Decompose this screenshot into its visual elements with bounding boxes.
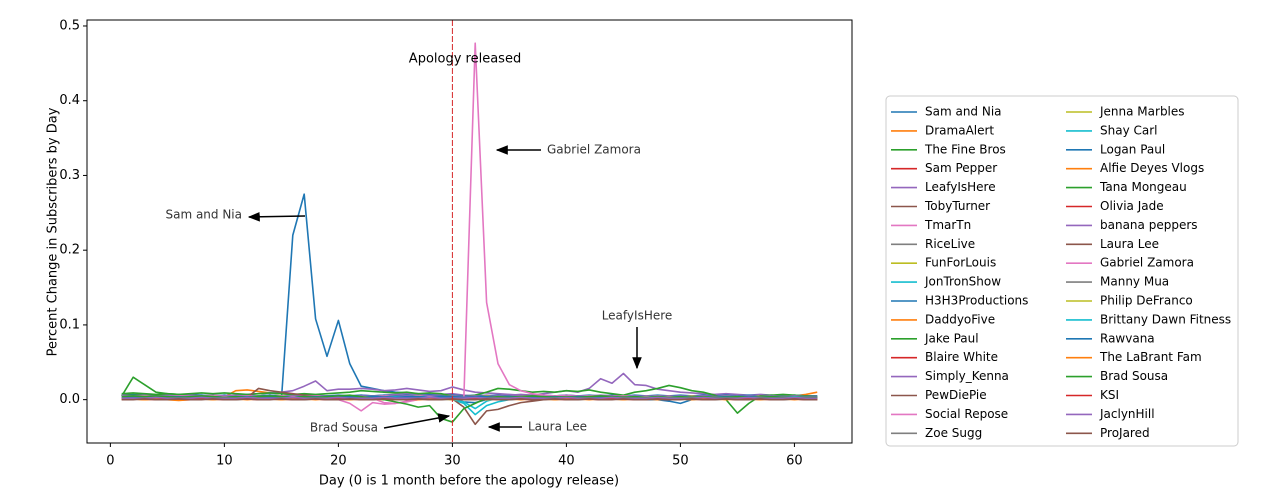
legend-label: Philip DeFranco	[1100, 294, 1193, 308]
y-tick-label: 0.0	[59, 392, 80, 407]
legend-label: DramaAlert	[925, 123, 994, 137]
legend-label: TmarTn	[924, 218, 971, 232]
legend-label: Sam Pepper	[925, 161, 997, 175]
legend-label: Brad Sousa	[1100, 369, 1168, 383]
x-tick-label: 20	[330, 454, 347, 469]
legend-label: Social Repose	[925, 407, 1008, 421]
legend-label: ProJared	[1100, 426, 1150, 440]
y-tick-label: 0.2	[59, 243, 80, 258]
legend-label: DaddyoFive	[925, 312, 995, 326]
legend-label: Olivia Jade	[1100, 199, 1164, 213]
annotation: Brad Sousa	[310, 421, 378, 435]
legend-label: JaclynHill	[1099, 407, 1155, 421]
x-tick-label: 30	[444, 454, 461, 469]
legend-label: Tana Mongeau	[1099, 180, 1187, 194]
x-tick-label: 40	[558, 454, 575, 469]
annotation: Gabriel Zamora	[547, 143, 641, 157]
axes-frame	[86, 19, 853, 444]
legend-box	[885, 95, 1239, 447]
legend-label: KSI	[1100, 388, 1119, 402]
legend-label: TobyTurner	[924, 199, 990, 213]
legend-label: PewDiePie	[925, 388, 987, 402]
series-line	[121, 396, 818, 399]
legend-label: Sam and Nia	[925, 105, 1002, 119]
legend-label: banana peppers	[1100, 218, 1198, 232]
y-axis-label: Percent Change in Subscribers by Day	[46, 107, 61, 356]
legend-label: Laura Lee	[1100, 237, 1159, 251]
x-axis-label: Day (0 is 1 month before the apology rel…	[319, 474, 619, 489]
legend-label: Logan Paul	[1100, 142, 1165, 156]
legend-label: The LaBrant Fam	[1099, 350, 1202, 364]
legend-label: LeafyIsHere	[925, 180, 996, 194]
x-tick-label: 50	[672, 454, 689, 469]
legend-label: The Fine Bros	[924, 142, 1006, 156]
legend-label: Simply_Kenna	[925, 369, 1009, 383]
plot-area	[121, 20, 818, 443]
legend-label: Zoe Sugg	[925, 426, 982, 440]
legend-label: FunForLouis	[925, 256, 996, 270]
annotation: Sam and Nia	[165, 208, 242, 222]
y-tick-label: 0.5	[59, 18, 80, 33]
x-tick-label: 10	[216, 454, 233, 469]
legend-label: JonTronShow	[924, 275, 1001, 289]
legend-label: Rawvana	[1100, 331, 1155, 345]
series-line	[121, 398, 818, 401]
annotation: Laura Lee	[528, 420, 587, 434]
legend-label: Brittany Dawn Fitness	[1100, 312, 1231, 326]
annotation: Apology released	[409, 52, 521, 67]
x-tick-label: 0	[106, 454, 114, 469]
legend-label: RiceLive	[925, 237, 975, 251]
annotation: LeafyIsHere	[602, 309, 673, 323]
y-tick-label: 0.1	[59, 317, 80, 332]
x-tick-label: 60	[786, 454, 803, 469]
annotation-arrow	[383, 413, 451, 429]
legend-label: H3H3Productions	[925, 294, 1028, 308]
legend-label: Alfie Deyes Vlogs	[1100, 161, 1204, 175]
legend-label: Manny Mua	[1100, 275, 1169, 289]
y-tick-label: 0.4	[59, 93, 80, 108]
legend-label: Shay Carl	[1100, 123, 1158, 137]
annotation-arrow	[247, 212, 306, 222]
legend-label: Gabriel Zamora	[1100, 256, 1194, 270]
legend-label: Jake Paul	[924, 331, 979, 345]
y-tick-label: 0.3	[59, 168, 80, 183]
legend-label: Jenna Marbles	[1099, 105, 1185, 119]
legend-label: Blaire White	[925, 350, 998, 364]
